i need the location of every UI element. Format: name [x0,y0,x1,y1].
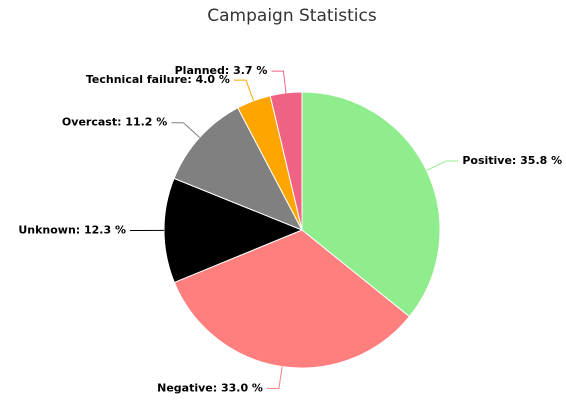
pie-slice [163,177,304,284]
data-label: Unknown: 12.3 % [18,224,126,237]
connector [233,79,255,101]
connector [266,366,283,389]
connector [271,70,287,93]
connector [171,122,200,138]
data-label: Technical failure: 4.0 % [86,73,230,86]
data-label: Overcast: 11.2 % [62,116,167,129]
connector [426,160,459,171]
data-label: Negative: 33.0 % [157,381,263,394]
data-label: Positive: 35.8 % [462,154,562,167]
pie-slice [301,91,441,318]
data-label: Planned: 3.7 % [175,64,268,77]
chart-title: Campaign Statistics [207,6,377,26]
pie-slice [173,107,304,231]
